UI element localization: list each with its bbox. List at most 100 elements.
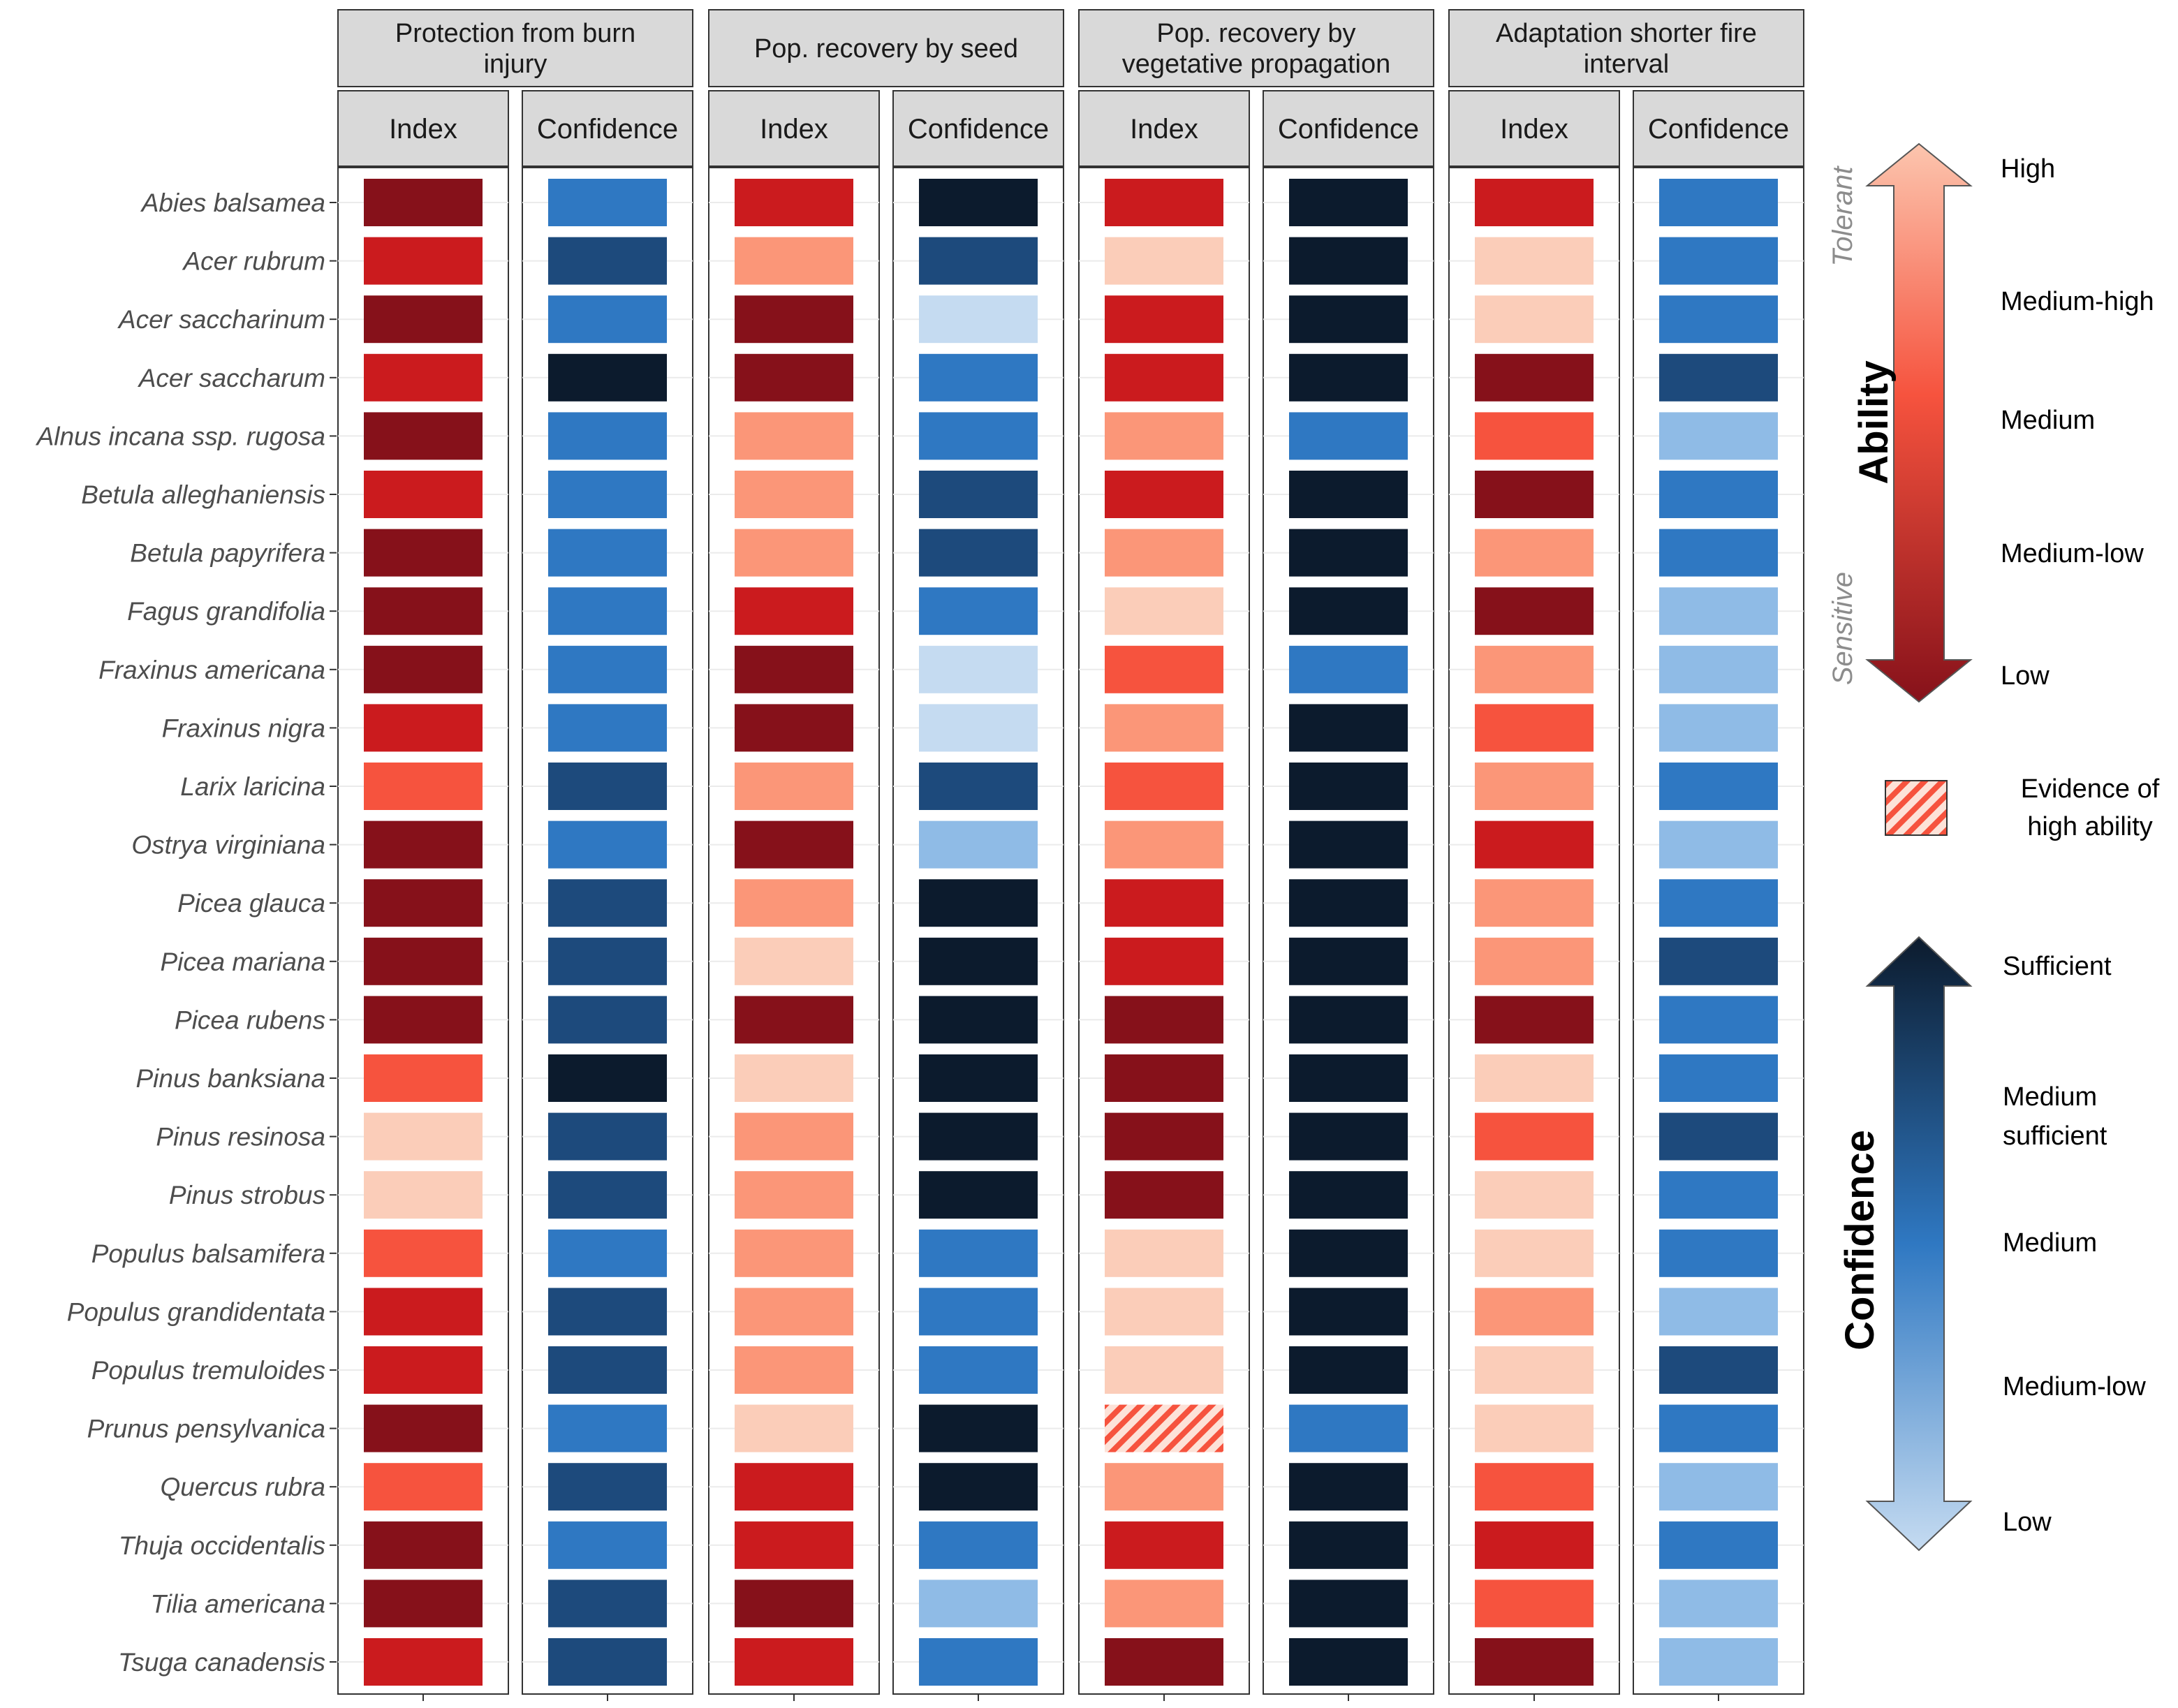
confidence-tile: [1289, 1112, 1408, 1161]
panel-header: [337, 9, 693, 87]
confidence-tile: [548, 1054, 667, 1102]
index-tile: [1105, 529, 1223, 577]
confidence-tile: [1289, 1404, 1408, 1452]
confidence-tile: [1289, 763, 1408, 810]
confidence-tile: [919, 1580, 1038, 1628]
index-tile: [735, 587, 853, 635]
confidence-tile: [919, 1054, 1038, 1102]
species-label: Tilia americana: [150, 1589, 325, 1618]
index-tile: [1105, 1404, 1223, 1452]
index-tile: [1105, 295, 1223, 344]
index-tile: [364, 1346, 483, 1394]
confidence-tile: [548, 353, 667, 402]
confidence-tile: [1659, 237, 1778, 285]
confidence-tile: [1659, 353, 1778, 402]
ability-level-label: Low: [2001, 661, 2050, 691]
confidence-arrow: [1865, 936, 1973, 1552]
confidence-tile: [919, 996, 1038, 1044]
index-tile: [1475, 237, 1594, 285]
index-tile: [735, 1346, 853, 1394]
index-tile: [735, 1229, 853, 1277]
index-tile: [735, 1288, 853, 1336]
index-tile: [364, 1288, 483, 1336]
index-tile: [1105, 587, 1223, 635]
confidence-title: Confidence: [1837, 1130, 1883, 1350]
index-tile: [1475, 937, 1594, 985]
confidence-tile: [548, 1112, 667, 1161]
subcolumn-label: Index: [1130, 114, 1198, 145]
ability-level-label: Medium: [2001, 406, 2095, 435]
ability-level-label: High: [2001, 154, 2055, 184]
confidence-tile: [548, 1229, 667, 1277]
index-tile: [364, 996, 483, 1044]
index-tile: [735, 996, 853, 1044]
index-tile: [1105, 1112, 1223, 1161]
confidence-tile: [1289, 1521, 1408, 1569]
panels: Abies balsamea Acer rubrum Acer saccharinu…: [36, 9, 1804, 1701]
index-tile: [1475, 412, 1594, 460]
confidence-tile: [1289, 1229, 1408, 1277]
confidence-tile: [919, 295, 1038, 344]
confidence-tile: [919, 471, 1038, 518]
index-tile: [1475, 1638, 1594, 1686]
confidence-tile: [1289, 1054, 1408, 1102]
index-tile: [735, 1580, 853, 1628]
confidence-tile: [919, 1463, 1038, 1511]
legend: Ability Tolerant Sensitive High Medium-high M…: [1827, 142, 2160, 1552]
confidence-tile: [1289, 820, 1408, 869]
subcolumn-header: [1633, 90, 1804, 167]
index-tile: [735, 704, 853, 752]
confidence-tile: [919, 820, 1038, 869]
confidence-tile: [548, 996, 667, 1044]
confidence-tile: [1659, 1229, 1778, 1277]
confidence-tile: [919, 704, 1038, 752]
confidence-tile: [548, 1580, 667, 1628]
confidence-tile: [548, 529, 667, 577]
subcolumn-label: Index: [389, 114, 457, 145]
index-tile: [1475, 996, 1594, 1044]
index-tile: [1105, 353, 1223, 402]
index-tile: [1105, 179, 1223, 226]
species-label: Populus balsamifera: [91, 1239, 325, 1268]
confidence-tile: [1289, 412, 1408, 460]
index-tile: [364, 1521, 483, 1569]
confidence-level-label: Medium: [2003, 1082, 2097, 1112]
confidence-tile: [1659, 1521, 1778, 1569]
confidence-tile: [919, 879, 1038, 927]
confidence-tile: [548, 937, 667, 985]
index-tile: [364, 353, 483, 402]
subcolumn-header: [892, 90, 1064, 167]
index-tile: [364, 179, 483, 226]
index-tile: [1475, 1112, 1594, 1161]
index-tile: [1105, 1054, 1223, 1102]
panel-title: Pop. recovery by seed: [754, 34, 1018, 64]
species-label: Prunus pensylvanica: [87, 1415, 325, 1443]
index-tile: [1475, 763, 1594, 810]
subcolumn-header: [522, 90, 693, 167]
index-tile: [364, 1229, 483, 1277]
index-tile: [1475, 879, 1594, 927]
confidence-tile: [1659, 763, 1778, 810]
index-tile: [364, 937, 483, 985]
ability-title: Ability: [1851, 360, 1897, 484]
index-tile: [1105, 1229, 1223, 1277]
confidence-tile: [1659, 1054, 1778, 1102]
confidence-tile: [548, 1521, 667, 1569]
index-tile: [364, 237, 483, 285]
confidence-tile: [919, 1346, 1038, 1394]
index-tile: [735, 1112, 853, 1161]
confidence-tile: [548, 1404, 667, 1452]
confidence-tile: [548, 471, 667, 518]
tolerant-label: Tolerant: [1827, 165, 1858, 267]
confidence-tile: [919, 412, 1038, 460]
confidence-tile: [1289, 587, 1408, 635]
subcolumn-label: Confidence: [1278, 114, 1419, 145]
index-tile: [735, 645, 853, 693]
index-tile: [735, 237, 853, 285]
index-tile: [1105, 1288, 1223, 1336]
confidence-tile: [1289, 529, 1408, 577]
index-tile: [1105, 763, 1223, 810]
index-tile: [364, 704, 483, 752]
confidence-tile: [548, 237, 667, 285]
index-tile: [1475, 1288, 1594, 1336]
